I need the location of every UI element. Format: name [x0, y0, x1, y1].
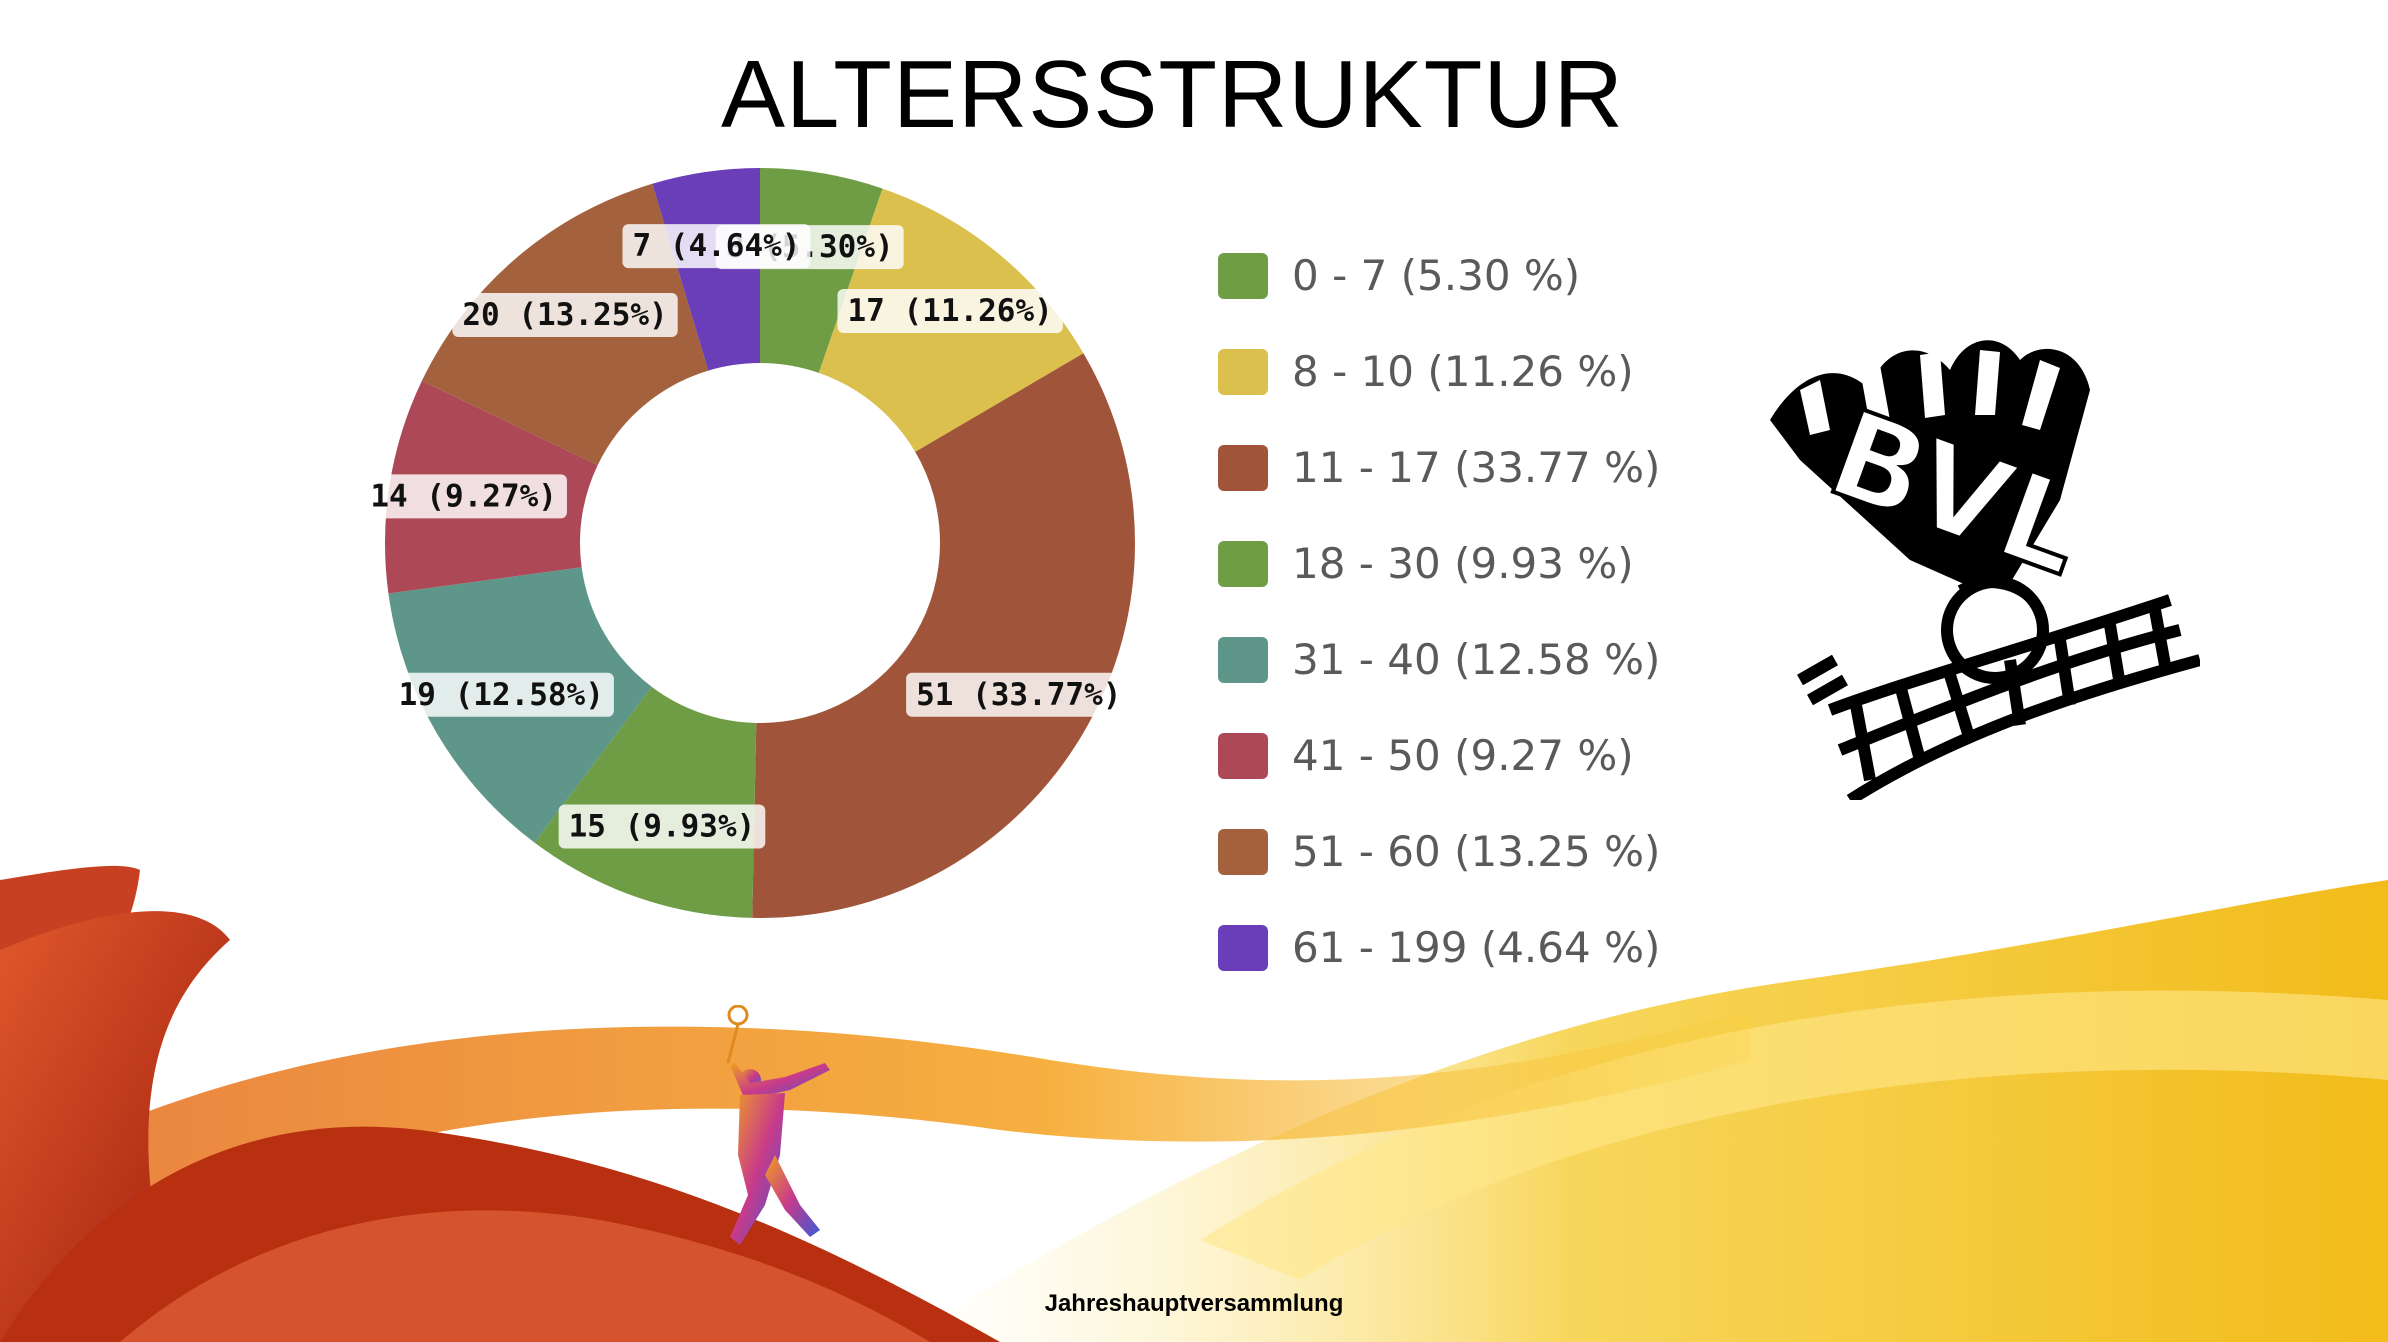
legend-label: 41 - 50 (9.27 %) — [1292, 731, 1634, 780]
page-title: ALTERSSTRUKTUR — [721, 41, 1624, 148]
legend-label: 51 - 60 (13.25 %) — [1292, 827, 1661, 876]
slice-label-background — [452, 292, 678, 337]
donut-slice[interactable] — [752, 353, 1135, 918]
donut-slice[interactable] — [534, 686, 757, 918]
slice-label-background — [360, 474, 567, 519]
donut-slice[interactable] — [652, 168, 760, 371]
legend-swatch — [1218, 253, 1268, 299]
legend-item[interactable]: 18 - 30 (9.93 %) — [1218, 533, 1658, 629]
legend-item[interactable]: 0 - 7 (5.30 %) — [1218, 245, 1658, 341]
legend-item[interactable]: 51 - 60 (13.25 %) — [1218, 821, 1661, 917]
slice-data-label: 14 (9.27%) — [370, 478, 557, 514]
slice-label-background — [558, 804, 766, 849]
legend-swatch — [1218, 349, 1268, 395]
legend-swatch — [1218, 925, 1268, 971]
red-ribbon-highlight — [120, 1210, 930, 1342]
chart-labels: 8 (5.30%)17 (11.26%)51 (33.77%)15 (9.93%… — [360, 224, 1132, 849]
slice-label-background — [622, 224, 811, 269]
chart-legend: 0 - 7 (5.30 %) 8 - 10 (11.26 %) 11 - 17 … — [1218, 245, 1661, 1013]
red-swoosh — [0, 911, 230, 1342]
legend-swatch — [1218, 733, 1268, 779]
legend-label: 11 - 17 (33.77 %) — [1292, 443, 1661, 492]
chart-slices — [385, 168, 1135, 918]
legend-item[interactable]: 11 - 17 (33.77 %) — [1218, 437, 1661, 533]
slice-data-label: 7 (4.64%) — [632, 228, 800, 264]
slice-data-label: 15 (9.93%) — [569, 809, 756, 845]
legend-item[interactable]: 8 - 10 (11.26 %) — [1218, 341, 1658, 437]
legend-label: 0 - 7 (5.30 %) — [1292, 251, 1581, 300]
legend-swatch — [1218, 541, 1268, 587]
net-icon — [1797, 594, 2200, 800]
legend-label: 61 - 199 (4.64 %) — [1292, 923, 1661, 972]
slice-data-label: 17 (11.26%) — [848, 293, 1053, 329]
slice-data-label: 20 (13.25%) — [462, 297, 667, 333]
yellow-wave-light — [1200, 990, 2388, 1280]
badminton-player-icon — [726, 1005, 830, 1245]
legend-label: 31 - 40 (12.58 %) — [1292, 635, 1661, 684]
slice-label-background — [906, 672, 1132, 717]
shuttlecock-feathers — [1770, 340, 2090, 600]
legend-swatch — [1218, 445, 1268, 491]
club-logo: BVL — [1770, 340, 2200, 800]
legend-item[interactable]: 31 - 40 (12.58 %) — [1218, 629, 1661, 725]
legend-label: 18 - 30 (9.93 %) — [1292, 539, 1634, 588]
slice-label-background — [388, 672, 614, 717]
slice-data-label: 19 (12.58%) — [399, 677, 604, 713]
slice-data-label: 51 (33.77%) — [916, 677, 1121, 713]
footer-text: Jahreshauptversammlung — [1044, 1290, 1344, 1317]
legend-item[interactable]: 41 - 50 (9.27 %) — [1218, 725, 1658, 821]
donut-slice[interactable] — [760, 168, 883, 373]
legend-label: 8 - 10 (11.26 %) — [1292, 347, 1634, 396]
slice-label-background — [837, 288, 1063, 333]
orange-wave — [0, 1010, 1750, 1300]
legend-item[interactable]: 61 - 199 (4.64 %) — [1218, 917, 1661, 1013]
legend-swatch — [1218, 829, 1268, 875]
legend-swatch — [1218, 637, 1268, 683]
